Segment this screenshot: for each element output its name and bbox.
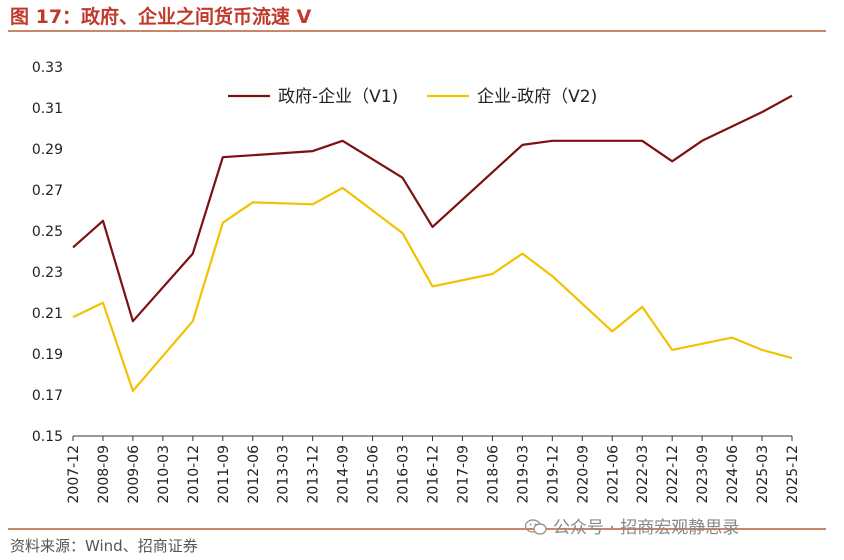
x-tick-label: 2007-12 xyxy=(66,445,82,504)
x-tick-label: 2021-06 xyxy=(605,445,621,504)
watermark: 公众号 · 招商宏观静思录 xyxy=(525,513,739,538)
x-tick-label: 2018-06 xyxy=(485,445,501,504)
x-tick-label: 2025-12 xyxy=(785,445,801,504)
x-tick-label: 2010-12 xyxy=(186,445,202,504)
x-tick-label: 2016-03 xyxy=(396,445,412,504)
x-tick-label: 2019-12 xyxy=(545,445,561,504)
x-tick-label: 2013-03 xyxy=(276,445,292,504)
chart-legend: 政府-企业（V1) 企业-政府（V2) xyxy=(228,87,597,107)
x-tick-label: 2022-12 xyxy=(665,445,681,504)
x-tick-label: 2023-09 xyxy=(695,445,711,504)
y-tick-label: 0.27 xyxy=(32,183,63,199)
y-tick-label: 0.25 xyxy=(32,224,63,240)
y-tick-label: 0.31 xyxy=(32,101,63,117)
x-tick-label: 2019-03 xyxy=(515,445,531,504)
x-tick-label: 2020-09 xyxy=(575,445,591,504)
x-tick-label: 2016-12 xyxy=(426,445,442,504)
title-divider xyxy=(8,30,826,32)
x-tick-label: 2022-03 xyxy=(635,445,651,504)
line-chart: 0.15 0.17 0.19 0.21 0.23 0.25 0.27 0.29 0.31 0.33… xyxy=(32,60,801,504)
x-tick-label: 2009-06 xyxy=(126,445,142,504)
source-note: 资料来源：Wind、招商证券 xyxy=(10,537,198,555)
y-tick-label: 0.19 xyxy=(32,347,63,363)
y-tick-label: 0.23 xyxy=(32,265,63,281)
x-tick-label: 2014-09 xyxy=(336,445,352,504)
y-axis-ticks: 0.15 0.17 0.19 0.21 0.23 0.25 0.27 0.29 0.31 0.33 xyxy=(32,60,63,445)
x-tick-label: 2015-06 xyxy=(366,445,382,504)
y-tick-label: 0.33 xyxy=(32,60,63,76)
x-tick-label: 2025-03 xyxy=(755,445,771,504)
y-tick-label: 0.15 xyxy=(32,429,63,445)
wechat-icon xyxy=(525,519,547,535)
x-tick-label: 2010-03 xyxy=(156,445,172,504)
series-line-2 xyxy=(72,186,793,392)
x-tick-label: 2024-06 xyxy=(725,445,741,504)
watermark-text: 公众号 · 招商宏观静思录 xyxy=(553,518,740,538)
y-tick-label: 0.17 xyxy=(32,388,63,404)
y-tick-label: 0.29 xyxy=(32,142,63,158)
legend-label-1: 政府-企业（V1) xyxy=(278,87,398,107)
x-tick-label: 2012-06 xyxy=(246,445,262,504)
footer-divider xyxy=(8,528,826,530)
x-tick-label: 2013-12 xyxy=(306,445,322,504)
y-tick-label: 0.21 xyxy=(32,306,63,322)
series-line-1 xyxy=(72,94,793,323)
x-tick-label: 2011-09 xyxy=(216,445,232,504)
x-tick-label: 2008-09 xyxy=(96,445,112,504)
figure-title: 图 17：政府、企业之间货币流速 V xyxy=(10,6,312,28)
legend-label-2: 企业-政府（V2) xyxy=(477,87,597,107)
chart-series xyxy=(72,94,793,392)
x-axis-ticks: 2007-12 2008-09 2009-06 2010-03 2010-12 2011-… xyxy=(66,436,801,504)
x-tick-label: 2017-09 xyxy=(455,445,471,504)
